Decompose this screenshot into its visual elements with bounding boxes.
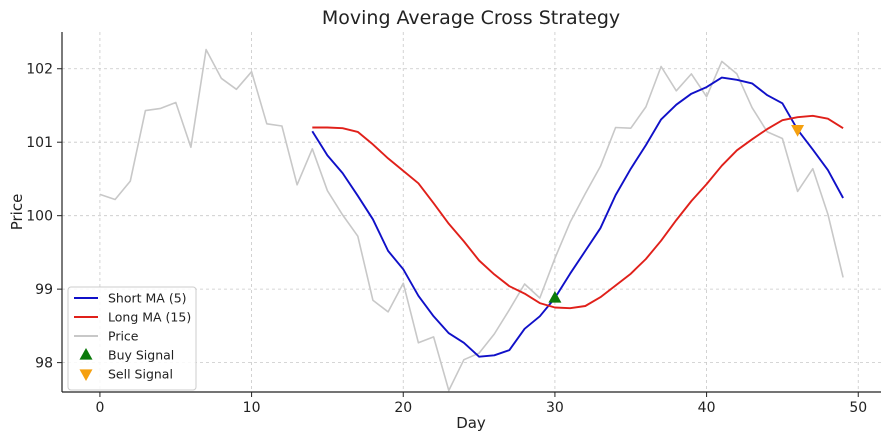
grid-lines bbox=[62, 32, 881, 392]
legend: Short MA (5) Long MA (15) Price Buy Signal S… bbox=[67, 286, 197, 391]
legend-label: Sell Signal bbox=[108, 367, 173, 382]
legend-label: Buy Signal bbox=[108, 348, 174, 363]
legend-label: Price bbox=[108, 329, 139, 344]
series-layer bbox=[99, 48, 844, 392]
signal-markers bbox=[548, 125, 805, 303]
y-axis-title: Price bbox=[8, 194, 26, 231]
legend-key-buy-signal bbox=[79, 347, 93, 360]
x-tick-label: 10 bbox=[243, 400, 261, 416]
y-tick-label: 101 bbox=[26, 135, 53, 151]
legend-label: Short MA (5) bbox=[108, 291, 187, 306]
y-tick-label: 99 bbox=[35, 282, 53, 298]
x-axis-title: Day bbox=[456, 414, 486, 432]
legend-key-sell-signal bbox=[79, 369, 93, 382]
sell-signal-marker bbox=[791, 125, 805, 137]
legend-label: Long MA (15) bbox=[108, 310, 191, 325]
x-tick-label: 30 bbox=[546, 400, 564, 416]
series-line-short-ma-5 bbox=[311, 76, 844, 358]
series-line-price bbox=[99, 48, 844, 392]
x-tick-label: 40 bbox=[698, 400, 716, 416]
x-tick-label: 50 bbox=[849, 400, 867, 416]
series-line-long-ma-15 bbox=[312, 114, 844, 310]
x-tick-label: 20 bbox=[394, 400, 412, 416]
legend-box bbox=[67, 286, 197, 391]
x-tick-label: 0 bbox=[95, 400, 104, 416]
y-tick-label: 100 bbox=[26, 209, 53, 225]
y-tick-label: 98 bbox=[35, 356, 53, 372]
chart-title: Moving Average Cross Strategy bbox=[322, 7, 620, 29]
axes: 0 10 20 30 40 50 98 99 100 101 102 bbox=[26, 32, 881, 416]
y-tick-label: 102 bbox=[26, 62, 53, 78]
buy-signal-marker bbox=[548, 290, 562, 303]
